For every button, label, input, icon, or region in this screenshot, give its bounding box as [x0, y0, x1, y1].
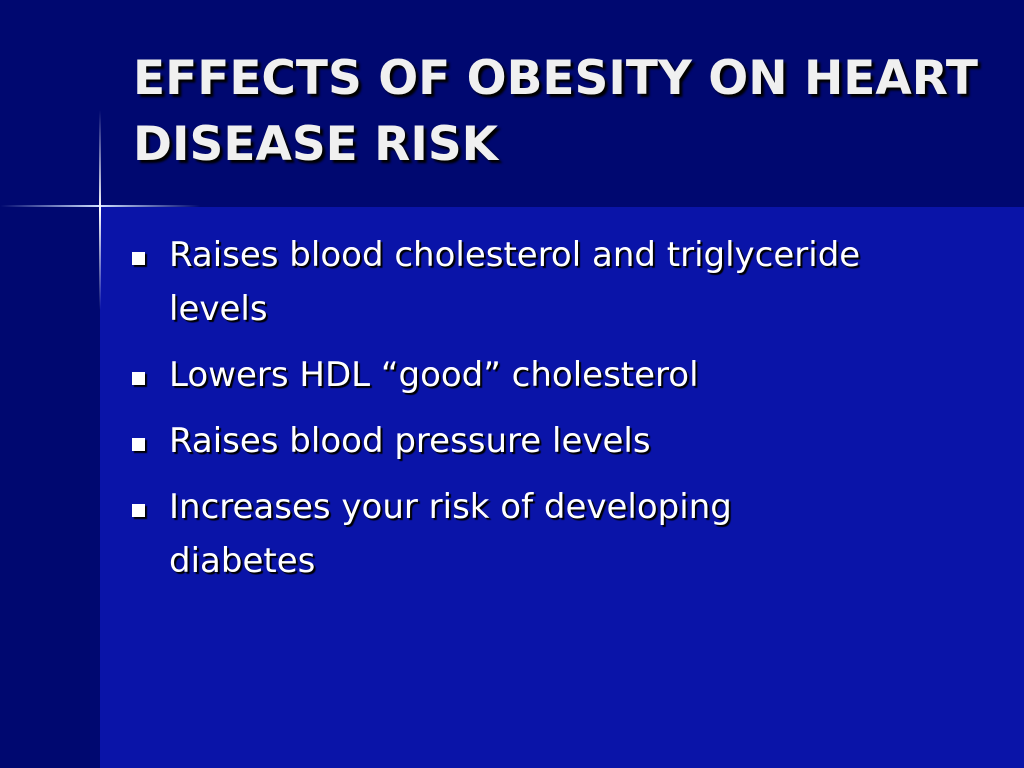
slide-title: EFFECTS OF OBESITY ON HEART DISEASE RISK	[133, 51, 978, 172]
side-band	[0, 207, 100, 768]
content-area	[100, 207, 1024, 768]
bullet-list: Raises blood cholesterol and triglycerid…	[130, 228, 870, 600]
bullet-item: Lowers HDL “good” cholesterol	[130, 348, 870, 402]
sparkle-vertical	[99, 110, 101, 310]
bullet-item: Raises blood cholesterol and triglycerid…	[130, 228, 870, 336]
bullet-item: Increases your risk of developing diabet…	[130, 480, 870, 588]
bullet-item: Raises blood pressure levels	[130, 414, 870, 468]
title-band	[0, 0, 1024, 207]
